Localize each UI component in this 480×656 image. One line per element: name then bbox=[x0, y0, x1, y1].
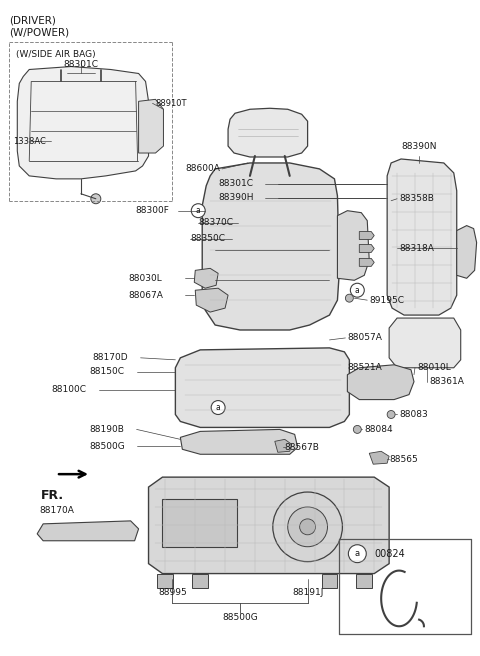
Text: a: a bbox=[196, 206, 201, 215]
Circle shape bbox=[353, 426, 361, 434]
Text: a: a bbox=[216, 403, 220, 412]
Text: 88910T: 88910T bbox=[156, 99, 187, 108]
Text: 88301C: 88301C bbox=[63, 60, 98, 69]
Polygon shape bbox=[157, 573, 173, 588]
Text: 88390N: 88390N bbox=[401, 142, 437, 151]
Circle shape bbox=[350, 283, 364, 297]
Circle shape bbox=[211, 401, 225, 415]
Circle shape bbox=[192, 204, 205, 218]
Text: 88300F: 88300F bbox=[136, 206, 169, 215]
Text: 88030L: 88030L bbox=[129, 274, 162, 283]
Text: 88150C: 88150C bbox=[89, 367, 124, 377]
Polygon shape bbox=[228, 108, 308, 157]
Circle shape bbox=[346, 294, 353, 302]
Text: 88358B: 88358B bbox=[399, 194, 434, 203]
Circle shape bbox=[300, 519, 315, 535]
Text: 88190B: 88190B bbox=[89, 425, 124, 434]
Text: 88567B: 88567B bbox=[285, 443, 320, 452]
Polygon shape bbox=[369, 451, 389, 464]
Text: 88318A: 88318A bbox=[399, 244, 434, 253]
Text: 88100C: 88100C bbox=[51, 385, 86, 394]
Text: 88191J: 88191J bbox=[292, 588, 324, 598]
Text: a: a bbox=[355, 286, 360, 295]
Text: 88995: 88995 bbox=[158, 588, 187, 598]
Text: 88370C: 88370C bbox=[198, 218, 233, 227]
Text: 88301C: 88301C bbox=[218, 179, 253, 188]
Circle shape bbox=[348, 544, 366, 563]
Text: 1338AC: 1338AC bbox=[13, 136, 46, 146]
Polygon shape bbox=[360, 258, 374, 266]
Text: 89195C: 89195C bbox=[369, 296, 404, 304]
Text: 88170A: 88170A bbox=[39, 506, 74, 516]
Polygon shape bbox=[139, 99, 164, 153]
Polygon shape bbox=[148, 477, 389, 573]
Text: 88361A: 88361A bbox=[429, 377, 464, 386]
Polygon shape bbox=[192, 573, 208, 588]
Polygon shape bbox=[387, 159, 457, 315]
Polygon shape bbox=[195, 288, 228, 312]
Polygon shape bbox=[360, 245, 374, 253]
Text: (W/SIDE AIR BAG): (W/SIDE AIR BAG) bbox=[16, 50, 96, 58]
Circle shape bbox=[273, 492, 342, 562]
Text: 88057A: 88057A bbox=[348, 333, 382, 342]
Polygon shape bbox=[162, 499, 237, 546]
Circle shape bbox=[288, 507, 327, 546]
Text: 88083: 88083 bbox=[399, 410, 428, 419]
Polygon shape bbox=[275, 440, 292, 452]
Polygon shape bbox=[180, 430, 298, 454]
Text: 88084: 88084 bbox=[364, 425, 393, 434]
Text: (DRIVER): (DRIVER) bbox=[9, 16, 56, 26]
Polygon shape bbox=[389, 318, 461, 368]
Polygon shape bbox=[17, 66, 148, 179]
Polygon shape bbox=[360, 232, 374, 239]
Text: FR.: FR. bbox=[41, 489, 64, 502]
Polygon shape bbox=[356, 573, 372, 588]
Circle shape bbox=[91, 194, 101, 204]
Polygon shape bbox=[348, 365, 414, 400]
Text: a: a bbox=[355, 549, 360, 558]
Text: 88500G: 88500G bbox=[89, 441, 125, 451]
Text: 88010L: 88010L bbox=[417, 363, 451, 372]
Polygon shape bbox=[194, 268, 218, 288]
Text: 88390H: 88390H bbox=[218, 194, 253, 202]
Polygon shape bbox=[202, 163, 339, 330]
Text: (W/POWER): (W/POWER) bbox=[9, 28, 70, 38]
Text: 88565: 88565 bbox=[389, 455, 418, 464]
Circle shape bbox=[387, 411, 395, 419]
Text: 88067A: 88067A bbox=[129, 291, 164, 300]
Polygon shape bbox=[322, 573, 337, 588]
Text: 88350C: 88350C bbox=[190, 234, 225, 243]
Polygon shape bbox=[175, 348, 349, 428]
Text: 88600A: 88600A bbox=[185, 165, 220, 173]
Polygon shape bbox=[37, 521, 139, 541]
Text: 88500G: 88500G bbox=[222, 613, 258, 623]
Text: 88521A: 88521A bbox=[348, 363, 382, 372]
Polygon shape bbox=[337, 211, 369, 280]
Text: 00824: 00824 bbox=[374, 548, 405, 559]
Text: 88170D: 88170D bbox=[93, 354, 129, 362]
Polygon shape bbox=[457, 226, 477, 278]
